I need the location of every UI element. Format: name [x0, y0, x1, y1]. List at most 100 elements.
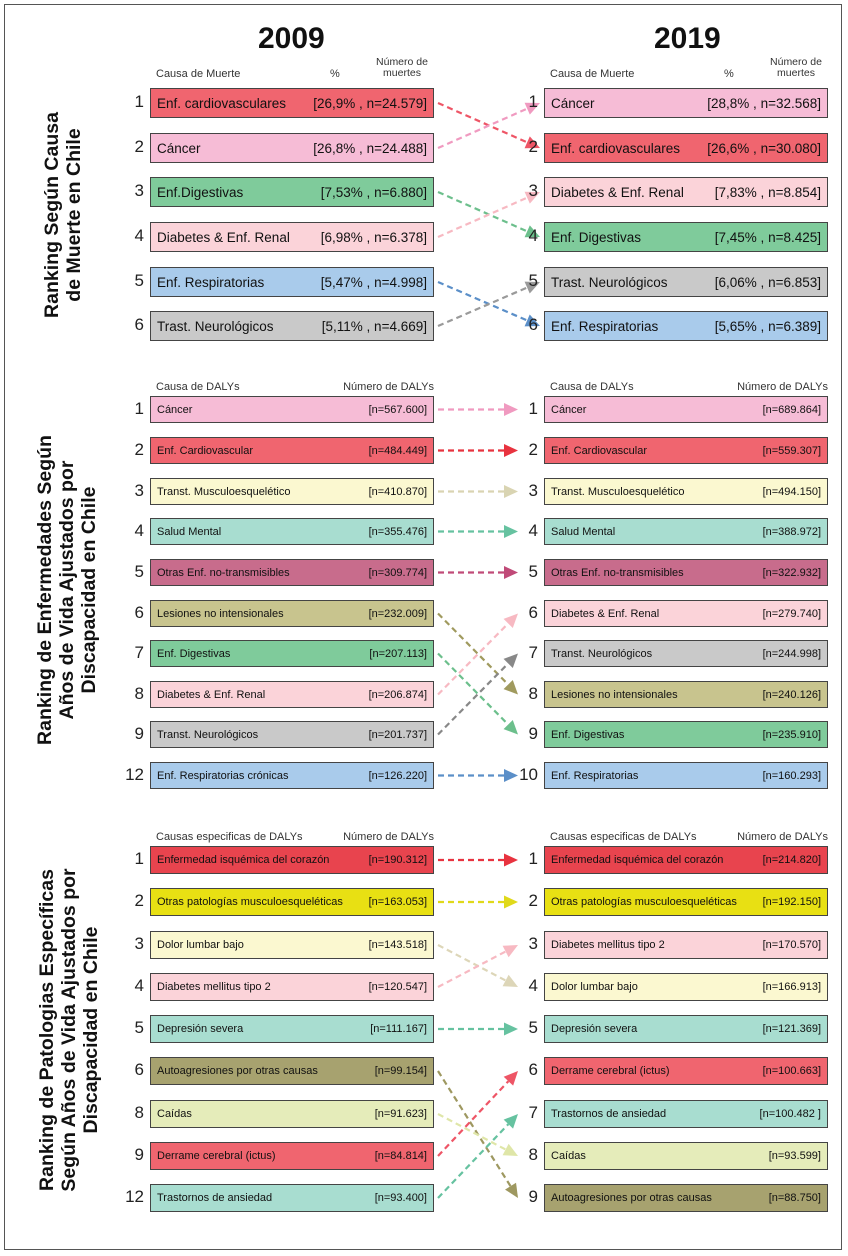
section2-left-rank: 9: [134, 723, 144, 743]
section2-left-rank: 6: [134, 602, 144, 622]
section2-right-cause-box: Lesiones no intensionales [n=240.126]: [544, 681, 828, 708]
section2-left-cause-box: Diabetes & Enf. Renal [n=206.874]: [150, 681, 434, 708]
section3-left-cause-label: Caídas: [157, 1108, 192, 1120]
section1-left-rank: 4: [134, 226, 144, 246]
section3-right-cause-label: Derrame cerebral (ictus): [551, 1065, 670, 1077]
section2-right-cause-box: Enf. Digestivas [n=235.910]: [544, 721, 828, 748]
section2-left-cause-label: Otras Enf. no-transmisibles: [157, 566, 290, 579]
section2-left-cause-value: [n=410.870]: [368, 485, 427, 498]
section2-arrow: [438, 566, 518, 579]
section2-right-cause-box: Transt. Neurológicos [n=244.998]: [544, 640, 828, 667]
section1-arrow-head: [524, 136, 540, 149]
section2-left-cause-label: Transt. Neurológicos: [157, 728, 259, 741]
section1-right-cause-box: Diabetes & Enf. Renal [7,83% , n=8.854]: [544, 177, 828, 207]
section1-right-rank: 6: [528, 315, 538, 335]
section1-left-cause-box: Enf.Digestivas [7,53% , n=6.880]: [150, 177, 434, 207]
section2-left-cause-value: [n=126.220]: [368, 769, 427, 782]
section1-arrow: [437, 281, 540, 328]
section1-right-cause-box: Enf. cardiovasculares [26,6% , n=30.080]: [544, 133, 828, 163]
section1-left-cause-value: [26,9% , n=24.579]: [313, 95, 427, 111]
section3-right-cause-box: Autoagresiones por otras causas [n=88.750…: [544, 1184, 828, 1212]
section1-left-cause-box: Diabetes & Enf. Renal [6,98% , n=6.378]: [150, 222, 434, 252]
section3-right-header-number: Número de DALYs: [737, 831, 828, 843]
section1-right-header-number-line: muertes: [777, 67, 815, 79]
section1-right-header-number: Número de muertes: [764, 57, 828, 79]
section1-left-rank: 6: [134, 315, 144, 335]
section3-arrow: [438, 1022, 518, 1036]
section3-right-cause-value: [n=88.750]: [768, 1192, 821, 1204]
section2-right-rank: 5: [528, 561, 538, 581]
section3-left-cause-box: Derrame cerebral (ictus) [n=84.814]: [150, 1142, 434, 1170]
section1-arrow-line: [437, 286, 528, 328]
section3-right-cause-label: Autoagresiones por otras causas: [551, 1192, 712, 1204]
section1-left-header-number-line: muertes: [383, 67, 421, 79]
year-2009-label: 2009: [258, 22, 325, 55]
section2-right-cause-label: Otras Enf. no-transmisibles: [551, 566, 684, 579]
section3-left-rank: 2: [134, 891, 144, 911]
section1-title-line: de Muerte en Chile: [63, 128, 85, 302]
section3-arrow-head: [504, 853, 518, 867]
section1-left-cause-box: Cáncer [26,8% , n=24.488]: [150, 133, 434, 163]
section3-left-cause-value: [n=99.154]: [374, 1065, 427, 1077]
section2-title-line: Ranking de Enfermedades Según: [34, 435, 57, 745]
section3-right-cause-box: Derrame cerebral (ictus) [n=100.663]: [544, 1057, 828, 1085]
section1-arrow-line: [437, 101, 528, 144]
section1-arrow: [437, 190, 540, 238]
section3-right-rank: 2: [528, 891, 538, 911]
section2-left-cause-label: Transt. Musculoesquelético: [157, 485, 291, 498]
section2-arrow-line: [437, 652, 509, 726]
section3-arrow-head: [504, 895, 518, 909]
section3-left-rank: 6: [134, 1060, 144, 1080]
section3-arrow: [438, 853, 518, 867]
section1-right-cause-label: Trast. Neurológicos: [551, 274, 668, 290]
section3-right-cause-box: Dolor lumbar bajo [n=166.913]: [544, 973, 828, 1001]
section2-right-cause-box: Diabetes & Enf. Renal [n=279.740]: [544, 600, 828, 627]
section2-left-cause-value: [n=232.009]: [368, 607, 427, 620]
section2-left-cause-label: Enf. Digestivas: [157, 647, 231, 660]
section1-left-header-percent: %: [330, 68, 340, 80]
section2-right-rank: 7: [528, 642, 538, 662]
section1-right-cause-box: Cáncer [28,8% , n=32.568]: [544, 88, 828, 118]
section3-right-cause-label: Diabetes mellitus tipo 2: [551, 939, 665, 951]
section1-right-cause-box: Enf. Digestivas [7,45% , n=8.425]: [544, 222, 828, 252]
section2-right-cause-label: Salud Mental: [551, 525, 616, 538]
section2-right-cause-value: [n=388.972]: [762, 525, 821, 538]
section3-title-line: Discapacidad en Chile: [79, 926, 102, 1134]
section3-left-cause-value: [n=190.312]: [368, 854, 427, 866]
section1-left-cause-value: [7,53% , n=6.880]: [320, 184, 427, 200]
section2-left-rank: 8: [134, 683, 144, 703]
section3-right-cause-value: [n=192.150]: [762, 896, 821, 908]
section1-right-cause-label: Cáncer: [551, 95, 595, 111]
section1-right-cause-label: Diabetes & Enf. Renal: [551, 184, 684, 200]
section2-left-cause-box: Transt. Neurológicos [n=201.737]: [150, 721, 434, 748]
section3-arrow-head: [502, 974, 518, 987]
section3-left-cause-value: [n=84.814]: [374, 1150, 427, 1162]
section3-right-cause-label: Dolor lumbar bajo: [551, 981, 638, 993]
section1-right-cause-value: [7,45% , n=8.425]: [714, 229, 821, 245]
section3-arrow-line: [437, 950, 507, 988]
section1-left-header-cause: Causa de Muerte: [156, 68, 241, 80]
section1-arrow: [437, 101, 540, 149]
section2-arrow-head: [504, 525, 518, 538]
section3-title-text: Ranking de Patologias Específicas Según A…: [36, 868, 102, 1191]
section3-right-rank: 9: [528, 1187, 538, 1207]
section2-left-cause-label: Diabetes & Enf. Renal: [157, 688, 266, 701]
section2-left-cause-value: [n=206.874]: [368, 688, 427, 701]
section3-left-cause-box: Diabetes mellitus tipo 2 [n=120.547]: [150, 973, 434, 1001]
section1-arrow: [437, 102, 540, 150]
section1-left-rank: 2: [134, 137, 144, 157]
section1-left-cause-label: Enf. Respiratorias: [157, 274, 265, 290]
section1-left-rank: 3: [134, 181, 144, 201]
section2-arrow-line: [437, 612, 509, 686]
section3-left-cause-label: Derrame cerebral (ictus): [157, 1150, 276, 1162]
section1-right-rank: 2: [528, 137, 538, 157]
section1-right-cause-value: [28,8% , n=32.568]: [707, 95, 821, 111]
section3-right-cause-box: Caídas [n=93.599]: [544, 1142, 828, 1170]
section2-left-cause-value: [n=355.476]: [368, 525, 427, 538]
section3-left-rank: 12: [125, 1187, 144, 1207]
section3-right-cause-box: Otras patologías musculoesqueléticas [n=1…: [544, 888, 828, 916]
section1-left-cause-label: Enf.Digestivas: [157, 184, 244, 200]
section2-right-cause-value: [n=160.293]: [762, 769, 821, 782]
section2-right-cause-box: Enf. Cardiovascular [n=559.307]: [544, 437, 828, 464]
section3-left-cause-box: Caídas [n=91.623]: [150, 1100, 434, 1128]
